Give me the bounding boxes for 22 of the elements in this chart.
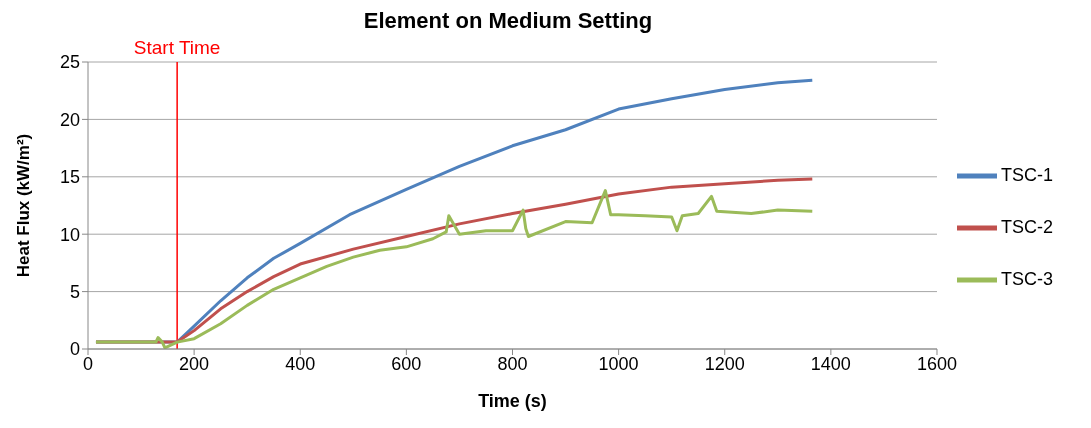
x-tick-label: 600 [391,353,422,374]
x-tick-label: 200 [179,353,210,374]
y-tick-label: 10 [59,224,80,245]
y-tick-label: 0 [69,339,80,360]
x-axis-title: Time (s) [478,391,547,411]
y-tick-label: 20 [59,109,80,130]
x-tick-label: 1400 [810,353,851,374]
x-tick-label: 800 [497,353,528,374]
x-tick-label: 1200 [704,353,745,374]
y-axis-title: Heat Flux (kW/m²) [14,133,34,278]
legend-label: TSC-3 [1000,268,1053,289]
ref-line-label: Start Time [133,37,221,58]
y-tick-label: 5 [69,281,80,302]
legend-label: TSC-2 [1000,216,1053,237]
chart-title: Element on Medium Setting [362,8,654,34]
x-tick-label: 400 [285,353,316,374]
x-tick-label: 0 [82,353,94,374]
y-tick-label: 25 [59,52,80,73]
legend-label: TSC-1 [1000,164,1053,185]
x-tick-label: 1600 [916,353,958,374]
x-tick-label: 1000 [598,353,639,374]
y-tick-label: 15 [59,167,80,188]
